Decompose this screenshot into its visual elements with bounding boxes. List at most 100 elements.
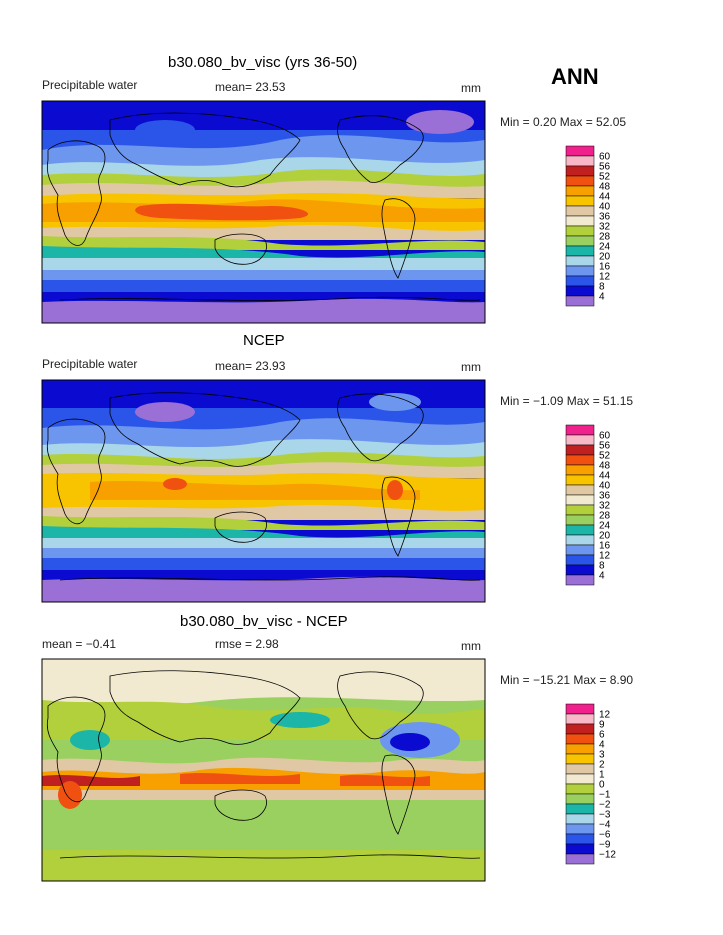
- colorbar-3-box: [565, 783, 595, 795]
- map-panel-3: [42, 659, 485, 881]
- colorbar-2-label: 8: [599, 561, 605, 572]
- colorbar-1-label: 40: [599, 202, 611, 213]
- colorbar-1-label: 8: [599, 282, 605, 293]
- colorbar-3-box: [565, 823, 595, 835]
- colorbar-1-box: [565, 215, 595, 227]
- panel-3-rmse: rmse = 2.98: [215, 637, 279, 651]
- panel-2-units: mm: [461, 360, 481, 374]
- colorbar-1-box: [565, 285, 595, 297]
- colorbar-3-label: −1: [599, 790, 611, 801]
- colorbar-3-label: 1: [599, 770, 605, 781]
- panel-1-units: mm: [461, 81, 481, 95]
- colorbar-1-label: 32: [599, 222, 611, 233]
- colorbar-2-label: 32: [599, 501, 611, 512]
- colorbar-1-label: 36: [599, 212, 611, 223]
- map-frame-2: [41, 379, 486, 603]
- panel-1-title: b30.080_bv_visc (yrs 36-50): [168, 54, 358, 71]
- colorbar-2-label: 16: [599, 541, 611, 552]
- colorbar-2-box: [565, 484, 595, 496]
- panel-3-minmax: Min = −15.21 Max = 8.90: [500, 673, 634, 687]
- colorbar-1-label: 52: [599, 172, 611, 183]
- colorbar-2-label: 44: [599, 471, 611, 482]
- colorbar-1-box: [565, 225, 595, 237]
- colorbar-2-box: [565, 464, 595, 476]
- colorbar-2-box: [565, 574, 595, 586]
- colorbar-2-label: 40: [599, 481, 611, 492]
- colorbar-3-box: [565, 703, 595, 715]
- colorbar-1-label: 28: [599, 232, 611, 243]
- colorbar-1-box: [565, 265, 595, 277]
- panel-3-units: mm: [461, 639, 481, 653]
- colorbar-1-label: 4: [599, 292, 605, 303]
- colorbar-1-label: 44: [599, 192, 611, 203]
- map-frame-3: [41, 658, 486, 882]
- colorbar-3-label: −6: [599, 830, 611, 841]
- colorbar-2-label: 4: [599, 571, 605, 582]
- colorbar-3-label: 12: [599, 710, 611, 721]
- colorbar-3-box: [565, 773, 595, 785]
- colorbar-1-box: [565, 195, 595, 207]
- colorbar-1-label: 48: [599, 182, 611, 193]
- colorbar-3-box: [565, 763, 595, 775]
- colorbar-3-label: 6: [599, 730, 605, 741]
- map-panel-2: [42, 380, 485, 602]
- colorbar-2-box: [565, 564, 595, 576]
- colorbar-2-label: 28: [599, 511, 611, 522]
- panel-1-field: Precipitable water: [42, 78, 138, 92]
- colorbar-3-box: [565, 853, 595, 865]
- colorbar-2-box: [565, 424, 595, 436]
- panel-3-mean: mean = −0.41: [42, 637, 117, 651]
- colorbar-3-label: 3: [599, 750, 605, 761]
- colorbar-3-label: −4: [599, 820, 611, 831]
- colorbar-3-label: −12: [599, 850, 616, 861]
- colorbar-2-box: [565, 504, 595, 516]
- map-frame-1: [41, 100, 486, 324]
- panel-3-title: b30.080_bv_visc - NCEP: [180, 613, 348, 630]
- colorbar-1-label: 16: [599, 262, 611, 273]
- panel-2-title: NCEP: [243, 332, 285, 349]
- colorbar-3-box: [565, 723, 595, 735]
- colorbar-1-box: [565, 185, 595, 197]
- colorbar-2-box: [565, 434, 595, 446]
- colorbar-1-box: [565, 145, 595, 157]
- colorbar-1-box: [565, 235, 595, 247]
- colorbar-2-box: [565, 474, 595, 486]
- colorbar-3-label: 4: [599, 740, 605, 751]
- colorbar-3-box: [565, 793, 595, 805]
- colorbar-2-label: 48: [599, 461, 611, 472]
- colorbar-3-box: [565, 733, 595, 745]
- colorbar-2-box: [565, 554, 595, 566]
- colorbar-3-box: [565, 743, 595, 755]
- colorbar-2-label: 52: [599, 451, 611, 462]
- colorbar-1-box: [565, 175, 595, 187]
- colorbar-3-label: −3: [599, 810, 611, 821]
- colorbar-1-box: [565, 155, 595, 167]
- colorbar-3-box: [565, 843, 595, 855]
- colorbar-2-label: 60: [599, 431, 611, 442]
- colorbar-1-box: [565, 295, 595, 307]
- colorbar-2-box: [565, 494, 595, 506]
- colorbar-1-box: [565, 205, 595, 217]
- colorbar-1-box: [565, 275, 595, 287]
- colorbar-3-label: −2: [599, 800, 611, 811]
- colorbar-3-label: 9: [599, 720, 605, 731]
- panel-2-mean: mean= 23.93: [215, 359, 286, 373]
- season-label: ANN: [551, 64, 599, 89]
- colorbar-2-box: [565, 534, 595, 546]
- colorbar-2-box: [565, 514, 595, 526]
- panel-2-field: Precipitable water: [42, 357, 138, 371]
- colorbar-3-label: 0: [599, 780, 605, 791]
- colorbar-2-label: 12: [599, 551, 611, 562]
- colorbar-1-label: 56: [599, 162, 611, 173]
- colorbar-2-label: 56: [599, 441, 611, 452]
- colorbar-2-label: 20: [599, 531, 611, 542]
- colorbar-1-box: [565, 245, 595, 257]
- colorbar-2-label: 36: [599, 491, 611, 502]
- colorbar-1-box: [565, 255, 595, 267]
- panel-2-minmax: Min = −1.09 Max = 51.15: [500, 394, 634, 408]
- panel-1-minmax: Min = 0.20 Max = 52.05: [500, 115, 627, 129]
